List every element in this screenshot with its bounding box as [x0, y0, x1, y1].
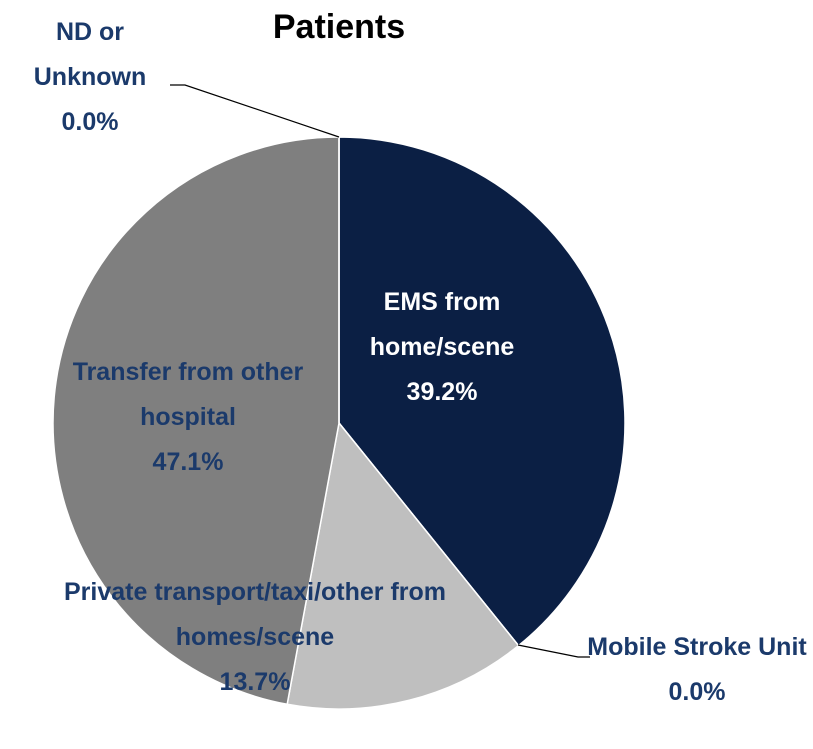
leader-line — [170, 84, 340, 138]
value-label: 13.7% — [219, 668, 291, 696]
slice-label: ND or Unknown 0.0% — [20, 10, 160, 145]
category-label: Mobile Stroke Unit — [587, 633, 807, 661]
pie-slice — [52, 136, 340, 706]
value-label: 47.1% — [152, 448, 224, 476]
leader-line — [517, 644, 590, 658]
category-label: ND or Unknown — [33, 18, 147, 91]
pie-slice — [338, 136, 626, 647]
value-label: 39.2% — [406, 378, 478, 406]
chart-title: Patients — [272, 8, 406, 46]
category-label: Transfer from other hospital — [72, 358, 304, 431]
category-label: Private transport/taxi/other from homes/… — [63, 578, 447, 651]
category-label: EMS from home/scene — [369, 288, 515, 361]
slice-label: EMS from home/scene 39.2% — [337, 280, 547, 415]
slice-label: Private transport/taxi/other from homes/… — [20, 570, 490, 705]
value-label: 0.0% — [668, 678, 726, 706]
slice-label: Transfer from other hospital 47.1% — [63, 350, 313, 485]
slice-label: Mobile Stroke Unit 0.0% — [582, 625, 812, 715]
value-label: 0.0% — [61, 108, 119, 136]
pie-slice — [286, 421, 520, 710]
